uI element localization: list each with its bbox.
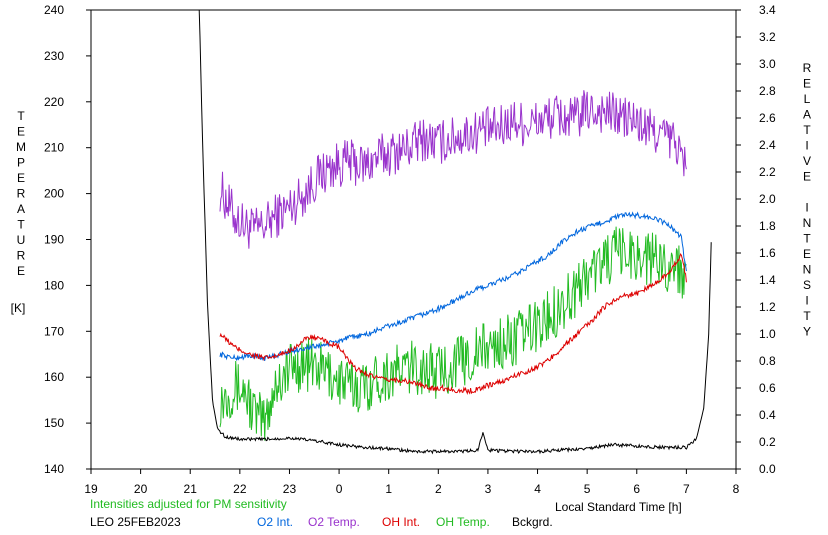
x-tick-label: 8 [733, 482, 740, 496]
left-axis-title-letter: A [17, 202, 25, 216]
left-axis-title-letter: T [17, 109, 25, 123]
right-tick-label: 1.0 [759, 327, 776, 341]
right-axis-title-letter: R [803, 61, 812, 75]
right-tick-label: 0.6 [759, 381, 776, 395]
right-tick-label: 2.4 [759, 138, 776, 152]
x-tick-label: 4 [534, 482, 541, 496]
series-line [219, 252, 687, 395]
right-tick-label: 1.4 [759, 273, 776, 287]
x-tick-label: 1 [385, 482, 392, 496]
left-tick-label: 180 [44, 278, 64, 292]
left-tick-label: 170 [44, 324, 64, 338]
legend-o2-int: O2 Int. [257, 515, 294, 529]
left-axis-title-letter: R [17, 187, 26, 201]
x-tick-label: 21 [184, 482, 198, 496]
right-tick-label: 2.0 [759, 192, 776, 206]
x-tick-label: 23 [283, 482, 297, 496]
legend-oh-temp: OH Temp. [436, 515, 490, 529]
site-date-label: LEO 25FEB2023 [90, 515, 181, 529]
right-tick-label: 1.6 [759, 246, 776, 260]
right-axis-title-letter: N [803, 216, 812, 230]
left-axis-title-letter: E [17, 125, 25, 139]
left-tick-label: 240 [44, 3, 64, 17]
left-tick-label: 150 [44, 416, 64, 430]
x-tick-label: 6 [633, 482, 640, 496]
left-tick-label: 140 [44, 462, 64, 476]
right-axis-title-letter: T [803, 309, 811, 323]
series-line [219, 90, 687, 249]
legend-bckgrd: Bckgrd. [512, 515, 553, 529]
right-tick-label: 2.8 [759, 84, 776, 98]
right-tick-label: 0.2 [759, 435, 776, 449]
right-axis-title-letter: I [805, 294, 808, 308]
x-tick-label: 3 [485, 482, 492, 496]
right-axis-title-letter: E [803, 77, 811, 91]
right-tick-label: 3.0 [759, 57, 776, 71]
plot-frame [90, 9, 737, 470]
right-axis-title-letter: Y [803, 325, 811, 339]
x-axis-ticks: 19 20 21 22 23 0 1 2 3 4 5 6 7 8 [84, 469, 740, 496]
left-tick-label: 200 [44, 187, 64, 201]
left-axis-title-letter: P [17, 156, 25, 170]
left-axis-title-letter: M [16, 140, 26, 154]
left-tick-label: 210 [44, 141, 64, 155]
series-line [219, 226, 687, 441]
right-axis-ticks: 0.0 0.2 0.4 0.6 0.8 1.0 1.2 1.4 1.6 1.8 2.0 2.2 2.4 2… [736, 3, 776, 476]
x-tick-label: 5 [584, 482, 591, 496]
right-axis-title-letter: N [803, 263, 812, 277]
x-axis-label: Local Standard Time [h] [555, 500, 682, 514]
right-axis-title-letter: I [805, 201, 808, 215]
left-tick-label: 220 [44, 95, 64, 109]
left-axis-title-letter: R [17, 249, 26, 263]
right-tick-label: 0.0 [759, 462, 776, 476]
left-tick-label: 230 [44, 49, 64, 63]
left-axis-unit: [K] [11, 301, 26, 315]
left-axis-title-letter: T [17, 218, 25, 232]
legend-oh-int: OH Int. [382, 515, 421, 529]
x-tick-label: 0 [336, 482, 343, 496]
x-tick-label: 20 [134, 482, 148, 496]
left-axis-title-letter: E [17, 171, 25, 185]
right-axis-title-letter: S [803, 278, 811, 292]
right-axis-title-letter: I [805, 139, 808, 153]
x-tick-label: 19 [84, 482, 98, 496]
x-tick-label: 7 [683, 482, 690, 496]
right-axis-title-letter: A [803, 108, 811, 122]
right-tick-label: 3.4 [759, 3, 776, 17]
series-line [198, 9, 712, 455]
series-line [219, 211, 687, 362]
right-axis-title-letter: L [804, 92, 811, 106]
left-axis-title-letter: U [17, 233, 26, 247]
right-axis-title-letter: V [803, 154, 811, 168]
x-tick-label: 2 [435, 482, 442, 496]
right-tick-label: 1.2 [759, 300, 776, 314]
right-axis-title-letter: T [803, 232, 811, 246]
x-tick-label: 22 [233, 482, 247, 496]
left-axis-ticks: 140 150 160 170 180 190 200 210 220 230 240 [44, 3, 91, 476]
right-tick-label: 2.2 [759, 165, 776, 179]
right-axis-title-letter: E [803, 170, 811, 184]
legend-o2-temp: O2 Temp. [308, 515, 360, 529]
right-axis-title-letter: E [803, 247, 811, 261]
left-tick-label: 160 [44, 370, 64, 384]
right-tick-label: 2.6 [759, 111, 776, 125]
right-tick-label: 0.8 [759, 354, 776, 368]
pm-sensitivity-note: Intensities adjusted for PM sensitivity [90, 497, 287, 511]
left-axis-title-letter: E [17, 264, 25, 278]
right-axis-title-letter: T [803, 123, 811, 137]
right-tick-label: 3.2 [759, 30, 776, 44]
left-tick-label: 190 [44, 233, 64, 247]
right-tick-label: 1.8 [759, 219, 776, 233]
right-tick-label: 0.4 [759, 408, 776, 422]
series-layer [198, 9, 712, 455]
